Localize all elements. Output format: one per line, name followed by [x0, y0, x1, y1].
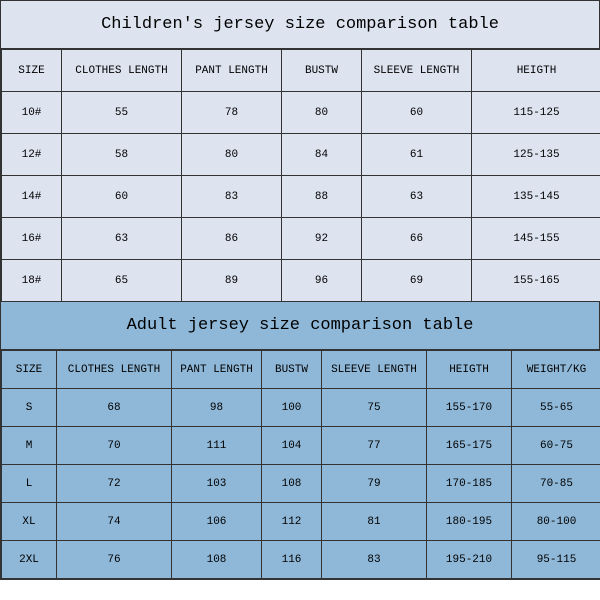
children-cell: 135-145 [472, 176, 600, 218]
children-title: Children's jersey size comparison table [1, 1, 599, 49]
children-header-row: SIZECLOTHES LENGTHPANT LENGTHBUSTWSLEEVE… [2, 50, 600, 92]
children-cell: 16# [2, 218, 62, 260]
adult-cell: 108 [262, 465, 322, 503]
children-cell: 10# [2, 92, 62, 134]
table-row: XL7410611281180-19580-100 [2, 503, 600, 541]
table-row: M7011110477165-17560-75 [2, 427, 600, 465]
adult-cell: 180-195 [427, 503, 512, 541]
adult-cell: 81 [322, 503, 427, 541]
size-tables-container: Children's jersey size comparison table … [0, 0, 600, 580]
adult-cell: 79 [322, 465, 427, 503]
adult-header-cell: CLOTHES LENGTH [57, 351, 172, 389]
children-cell: 69 [362, 260, 472, 302]
adult-cell: 116 [262, 541, 322, 579]
adult-section: Adult jersey size comparison table SIZEC… [1, 302, 599, 579]
children-cell: 88 [282, 176, 362, 218]
children-cell: 55 [62, 92, 182, 134]
children-header-cell: SIZE [2, 50, 62, 92]
children-header-cell: CLOTHES LENGTH [62, 50, 182, 92]
table-row: 14#60838863135-145 [2, 176, 600, 218]
adult-table: SIZECLOTHES LENGTHPANT LENGTHBUSTWSLEEVE… [1, 350, 600, 579]
children-section: Children's jersey size comparison table … [1, 1, 599, 302]
adult-cell: 165-175 [427, 427, 512, 465]
adult-cell: 111 [172, 427, 262, 465]
adult-cell: 70 [57, 427, 172, 465]
children-cell: 63 [62, 218, 182, 260]
children-cell: 78 [182, 92, 282, 134]
adult-cell: 155-170 [427, 389, 512, 427]
table-row: 18#65899669155-165 [2, 260, 600, 302]
adult-cell: XL [2, 503, 57, 541]
adult-cell: 70-85 [512, 465, 600, 503]
table-row: 10#55788060115-125 [2, 92, 600, 134]
children-cell: 155-165 [472, 260, 600, 302]
adult-cell: 55-65 [512, 389, 600, 427]
adult-cell: 83 [322, 541, 427, 579]
adult-cell: 100 [262, 389, 322, 427]
adult-cell: 195-210 [427, 541, 512, 579]
children-cell: 84 [282, 134, 362, 176]
children-cell: 92 [282, 218, 362, 260]
adult-cell: 72 [57, 465, 172, 503]
children-cell: 145-155 [472, 218, 600, 260]
children-header-cell: SLEEVE LENGTH [362, 50, 472, 92]
adult-cell: 112 [262, 503, 322, 541]
adult-header-row: SIZECLOTHES LENGTHPANT LENGTHBUSTWSLEEVE… [2, 351, 600, 389]
adult-cell: 77 [322, 427, 427, 465]
adult-cell: 68 [57, 389, 172, 427]
adult-cell: 104 [262, 427, 322, 465]
adult-cell: 2XL [2, 541, 57, 579]
adult-cell: 60-75 [512, 427, 600, 465]
children-tbody: 10#55788060115-12512#58808461125-13514#6… [2, 92, 600, 302]
children-cell: 65 [62, 260, 182, 302]
children-cell: 61 [362, 134, 472, 176]
adult-cell: 76 [57, 541, 172, 579]
adult-tbody: S689810075155-17055-65M7011110477165-175… [2, 389, 600, 579]
adult-header-cell: HEIGTH [427, 351, 512, 389]
table-row: L7210310879170-18570-85 [2, 465, 600, 503]
adult-cell: S [2, 389, 57, 427]
children-cell: 83 [182, 176, 282, 218]
adult-cell: 108 [172, 541, 262, 579]
children-cell: 60 [362, 92, 472, 134]
table-row: 12#58808461125-135 [2, 134, 600, 176]
children-cell: 89 [182, 260, 282, 302]
children-table: SIZECLOTHES LENGTHPANT LENGTHBUSTWSLEEVE… [1, 49, 600, 302]
table-row: S689810075155-17055-65 [2, 389, 600, 427]
children-cell: 66 [362, 218, 472, 260]
adult-title: Adult jersey size comparison table [1, 302, 599, 350]
children-cell: 115-125 [472, 92, 600, 134]
children-cell: 63 [362, 176, 472, 218]
adult-cell: 75 [322, 389, 427, 427]
children-cell: 18# [2, 260, 62, 302]
adult-cell: 103 [172, 465, 262, 503]
adult-cell: M [2, 427, 57, 465]
adult-header-cell: WEIGHT/KG [512, 351, 600, 389]
adult-cell: 98 [172, 389, 262, 427]
adult-header-cell: BUSTW [262, 351, 322, 389]
table-row: 2XL7610811683195-21095-115 [2, 541, 600, 579]
adult-header-cell: SLEEVE LENGTH [322, 351, 427, 389]
children-header-cell: HEIGTH [472, 50, 600, 92]
children-cell: 80 [282, 92, 362, 134]
table-row: 16#63869266145-155 [2, 218, 600, 260]
children-cell: 60 [62, 176, 182, 218]
adult-cell: 74 [57, 503, 172, 541]
children-cell: 96 [282, 260, 362, 302]
adult-cell: 106 [172, 503, 262, 541]
adult-header-cell: PANT LENGTH [172, 351, 262, 389]
adult-cell: 80-100 [512, 503, 600, 541]
children-cell: 125-135 [472, 134, 600, 176]
children-cell: 80 [182, 134, 282, 176]
adult-cell: L [2, 465, 57, 503]
children-cell: 12# [2, 134, 62, 176]
children-cell: 14# [2, 176, 62, 218]
children-cell: 86 [182, 218, 282, 260]
children-header-cell: PANT LENGTH [182, 50, 282, 92]
adult-header-cell: SIZE [2, 351, 57, 389]
adult-cell: 95-115 [512, 541, 600, 579]
adult-cell: 170-185 [427, 465, 512, 503]
children-cell: 58 [62, 134, 182, 176]
children-header-cell: BUSTW [282, 50, 362, 92]
